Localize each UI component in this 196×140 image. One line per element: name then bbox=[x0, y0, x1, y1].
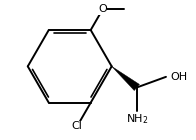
Polygon shape bbox=[112, 66, 139, 91]
Text: O: O bbox=[98, 4, 107, 15]
Text: Cl: Cl bbox=[72, 121, 83, 131]
Text: OH: OH bbox=[171, 72, 188, 82]
Text: NH$_2$: NH$_2$ bbox=[126, 112, 148, 126]
